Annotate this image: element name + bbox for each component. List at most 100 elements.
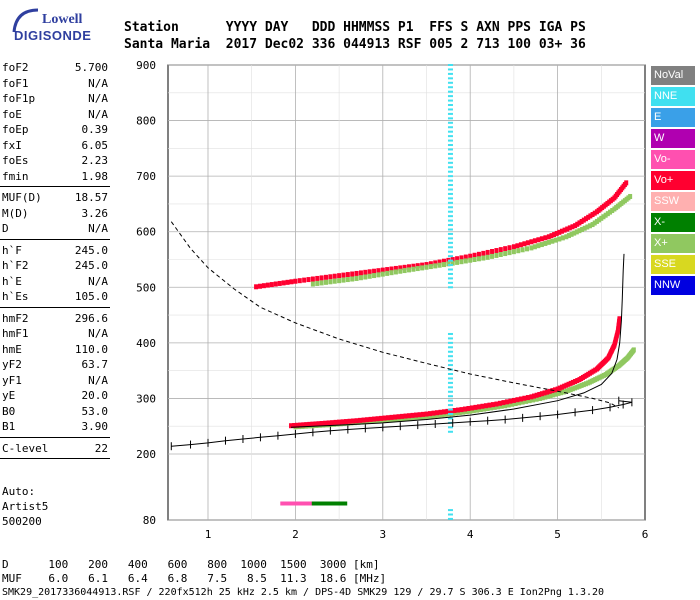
echo-point xyxy=(543,240,548,246)
echo-point xyxy=(447,166,453,169)
echo-point xyxy=(447,341,453,344)
echo-point xyxy=(581,217,586,223)
echo-point xyxy=(573,385,578,391)
echo-point xyxy=(258,283,263,289)
echo-point xyxy=(447,188,453,191)
echo-point xyxy=(337,278,342,284)
echo-point xyxy=(476,404,481,410)
param-row: foF1 N/A xyxy=(2,76,108,92)
echo-point xyxy=(345,277,350,283)
echo-point xyxy=(339,501,344,506)
echo-point xyxy=(617,316,622,322)
echo-point xyxy=(447,192,453,195)
echo-point xyxy=(532,238,537,244)
echo-point xyxy=(297,501,302,506)
echo-point xyxy=(386,415,391,421)
param-key: h`F2 xyxy=(2,259,29,272)
echo-point xyxy=(498,251,503,257)
echo-point xyxy=(590,212,595,218)
y-tick-label: 400 xyxy=(136,337,156,350)
param-key: foE xyxy=(2,107,22,121)
echo-point xyxy=(520,247,525,253)
echo-point xyxy=(273,281,278,287)
echo-point xyxy=(447,412,453,415)
echo-point xyxy=(588,213,593,219)
param-key: h`F xyxy=(2,243,22,257)
echo-point xyxy=(328,274,333,280)
echo-point xyxy=(447,144,453,147)
param-value: 2.23 xyxy=(81,154,109,167)
echo-point xyxy=(572,230,577,236)
param-key: h`Es xyxy=(2,290,29,303)
echo-point xyxy=(447,72,453,75)
echo-point xyxy=(517,400,522,406)
echo-point xyxy=(372,273,377,279)
echo-point xyxy=(447,161,453,164)
echo-point xyxy=(389,270,394,276)
echo-point xyxy=(447,277,453,280)
echo-point xyxy=(452,407,457,413)
echo-point xyxy=(485,254,490,260)
echo-point xyxy=(436,412,441,418)
logo-arc-icon xyxy=(12,8,39,33)
param-value: N/A xyxy=(88,373,108,387)
echo-point xyxy=(407,267,412,273)
echo-point xyxy=(332,278,337,284)
echo-point xyxy=(313,421,318,427)
param-row: fmin 1.98 xyxy=(2,169,108,185)
echo-point xyxy=(254,284,259,290)
echo-point xyxy=(476,256,481,262)
echo-point xyxy=(424,411,429,417)
param-key: B1 xyxy=(2,420,16,433)
legend-item: SSE xyxy=(651,255,695,274)
echo-point xyxy=(292,422,297,428)
param-key: yF1 xyxy=(2,373,22,387)
echo-point xyxy=(311,501,316,506)
echo-point xyxy=(393,414,398,420)
echo-point xyxy=(447,175,453,178)
echo-point xyxy=(515,243,520,249)
echo-point xyxy=(447,197,453,200)
echo-point xyxy=(592,220,597,226)
echo-point xyxy=(492,404,497,410)
echo-point xyxy=(529,394,534,400)
echo-point xyxy=(347,418,352,424)
param-row: h`F 245.0 xyxy=(2,243,108,259)
echo-point xyxy=(498,247,503,253)
echo-point xyxy=(447,426,453,429)
echo-point xyxy=(350,276,355,282)
echo-point xyxy=(568,387,573,393)
echo-point xyxy=(447,228,453,231)
echo-point xyxy=(586,214,591,220)
echo-point xyxy=(496,404,501,410)
echo-point xyxy=(294,501,299,506)
echo-point xyxy=(440,412,445,418)
panel-separator xyxy=(0,238,110,240)
y-tick-label: 800 xyxy=(136,115,156,128)
param-value: 20.0 xyxy=(81,389,109,402)
echo-point xyxy=(584,216,589,222)
param-key: hmF1 xyxy=(2,327,29,340)
echo-point xyxy=(564,382,569,388)
echo-point xyxy=(463,258,468,264)
echo-point xyxy=(427,411,432,417)
echo-point xyxy=(403,413,408,419)
echo-point xyxy=(597,217,602,223)
echo-point xyxy=(577,228,582,234)
echo-point xyxy=(536,243,541,249)
echo-point xyxy=(580,226,585,232)
echo-point xyxy=(447,350,453,353)
echo-point xyxy=(562,227,567,233)
echo-point xyxy=(447,224,453,227)
param-key: h`E xyxy=(2,274,22,288)
echo-point xyxy=(402,264,407,270)
echo-point xyxy=(554,230,559,236)
echo-point xyxy=(468,253,473,259)
echo-point xyxy=(624,180,629,186)
echo-point xyxy=(265,282,270,288)
echo-point xyxy=(540,395,545,401)
echo-point xyxy=(570,386,575,392)
echo-point xyxy=(297,278,302,284)
echo-point xyxy=(446,261,451,267)
